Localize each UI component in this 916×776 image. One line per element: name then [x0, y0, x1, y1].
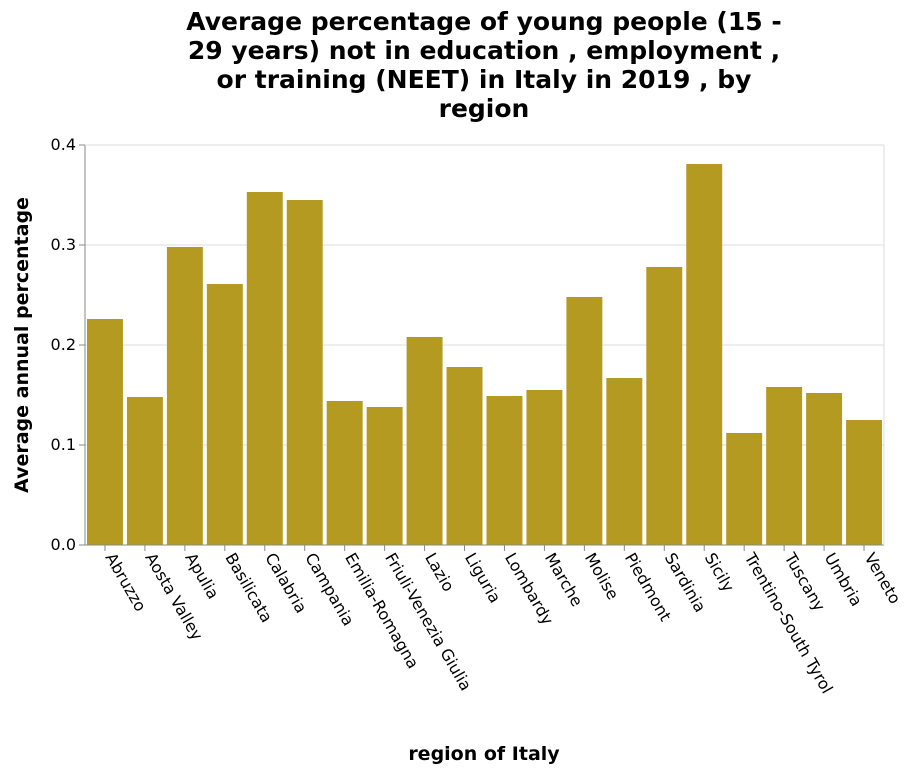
- chart-title-line-4: region: [439, 94, 530, 123]
- y-axis-title: Average annual percentage: [11, 197, 33, 493]
- chart-title-line-2: 29 years) not in education , employment …: [188, 36, 780, 65]
- x-tick-label: Liguria: [461, 550, 505, 607]
- chart-title: Average percentage of young people (15 -…: [186, 7, 781, 123]
- bar: [486, 396, 523, 545]
- y-axis-ticks: 0.0 0.1 0.2 0.3 0.4: [51, 135, 85, 554]
- bar: [206, 284, 243, 545]
- gridlines: [85, 144, 884, 546]
- y-tick-label: 0.0: [51, 535, 76, 554]
- bar: [646, 267, 683, 545]
- bars: [87, 164, 882, 545]
- y-tick-label: 0.3: [51, 235, 76, 254]
- bar: [766, 387, 803, 545]
- x-tick-label: Veneto: [861, 550, 905, 608]
- chart-title-line-1: Average percentage of young people (15 -: [186, 7, 781, 36]
- x-tick-label: Sicily: [701, 550, 738, 596]
- bar: [166, 247, 203, 545]
- x-tick-label: Molise: [581, 550, 623, 603]
- bar: [846, 420, 882, 545]
- bar: [87, 319, 123, 545]
- y-tick-label: 0.2: [51, 335, 76, 354]
- bar: [366, 407, 403, 545]
- bar: [326, 401, 363, 545]
- chart-title-line-3: or training (NEET) in Italy in 2019 , by: [217, 65, 752, 94]
- bar: [526, 390, 563, 545]
- y-tick-label: 0.4: [51, 135, 76, 154]
- bar: [246, 192, 283, 545]
- x-tick-label: Apulia: [181, 550, 222, 603]
- x-axis-title: region of Italy: [408, 743, 560, 765]
- y-tick-label: 0.1: [51, 435, 76, 454]
- bar: [126, 397, 163, 545]
- bar: [686, 164, 723, 545]
- bar: [286, 200, 323, 545]
- bar: [446, 367, 483, 545]
- bar: [406, 337, 443, 545]
- bar: [806, 393, 843, 545]
- bar: [726, 433, 763, 545]
- bar: [566, 297, 603, 545]
- x-tick-label: Lazio: [421, 550, 458, 595]
- bar: [606, 378, 643, 545]
